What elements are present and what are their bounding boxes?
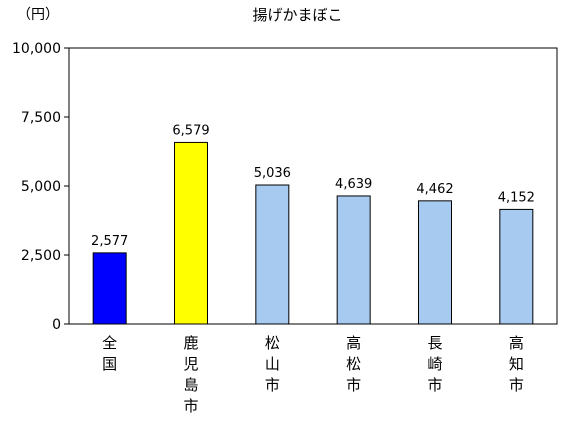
y-axis-unit-label: （円） [17,7,59,23]
bar-value-label: 2,577 [91,234,128,249]
bar [418,200,452,325]
x-axis-category-label: 全国 [102,334,117,373]
y-axis: 0 2,500 5,000 7,500 10,000 [12,41,69,333]
y-axis-tick-label: 0 [52,317,61,333]
bar-value-label: 5,036 [254,166,291,181]
bar-value-label: 4,152 [498,190,535,205]
bar-value-label: 4,462 [416,182,453,197]
y-axis-tick-label: 5,000 [21,179,61,195]
x-axis-category-label: 鹿児島市 [183,334,198,415]
bar [499,208,534,325]
bar [255,184,290,325]
bar [174,141,208,325]
x-axis-category-label: 松山市 [265,334,280,394]
bar-value-label: 4,639 [335,177,372,192]
bar-series [92,141,534,325]
x-axis-category-label: 高知市 [509,334,524,394]
y-axis-tick-label: 7,500 [21,110,61,126]
y-axis-tick-label: 2,500 [21,248,61,264]
x-axis-category-label: 長崎市 [427,334,442,394]
bar [336,195,371,325]
bar-value-label: 6,579 [172,123,209,138]
plot-area-frame [68,47,558,325]
bar [92,252,127,325]
x-axis-category-labels: 全国 鹿児島市 松山市 高松市 長崎市 高知市 [102,334,524,415]
data-label-group: 2,577 6,579 5,036 4,639 4,462 4,152 [91,123,535,248]
y-axis-tick-label: 10,000 [12,41,61,57]
x-axis-category-label: 高松市 [346,334,361,394]
chart-title: 揚げかまぼこ [252,6,343,24]
